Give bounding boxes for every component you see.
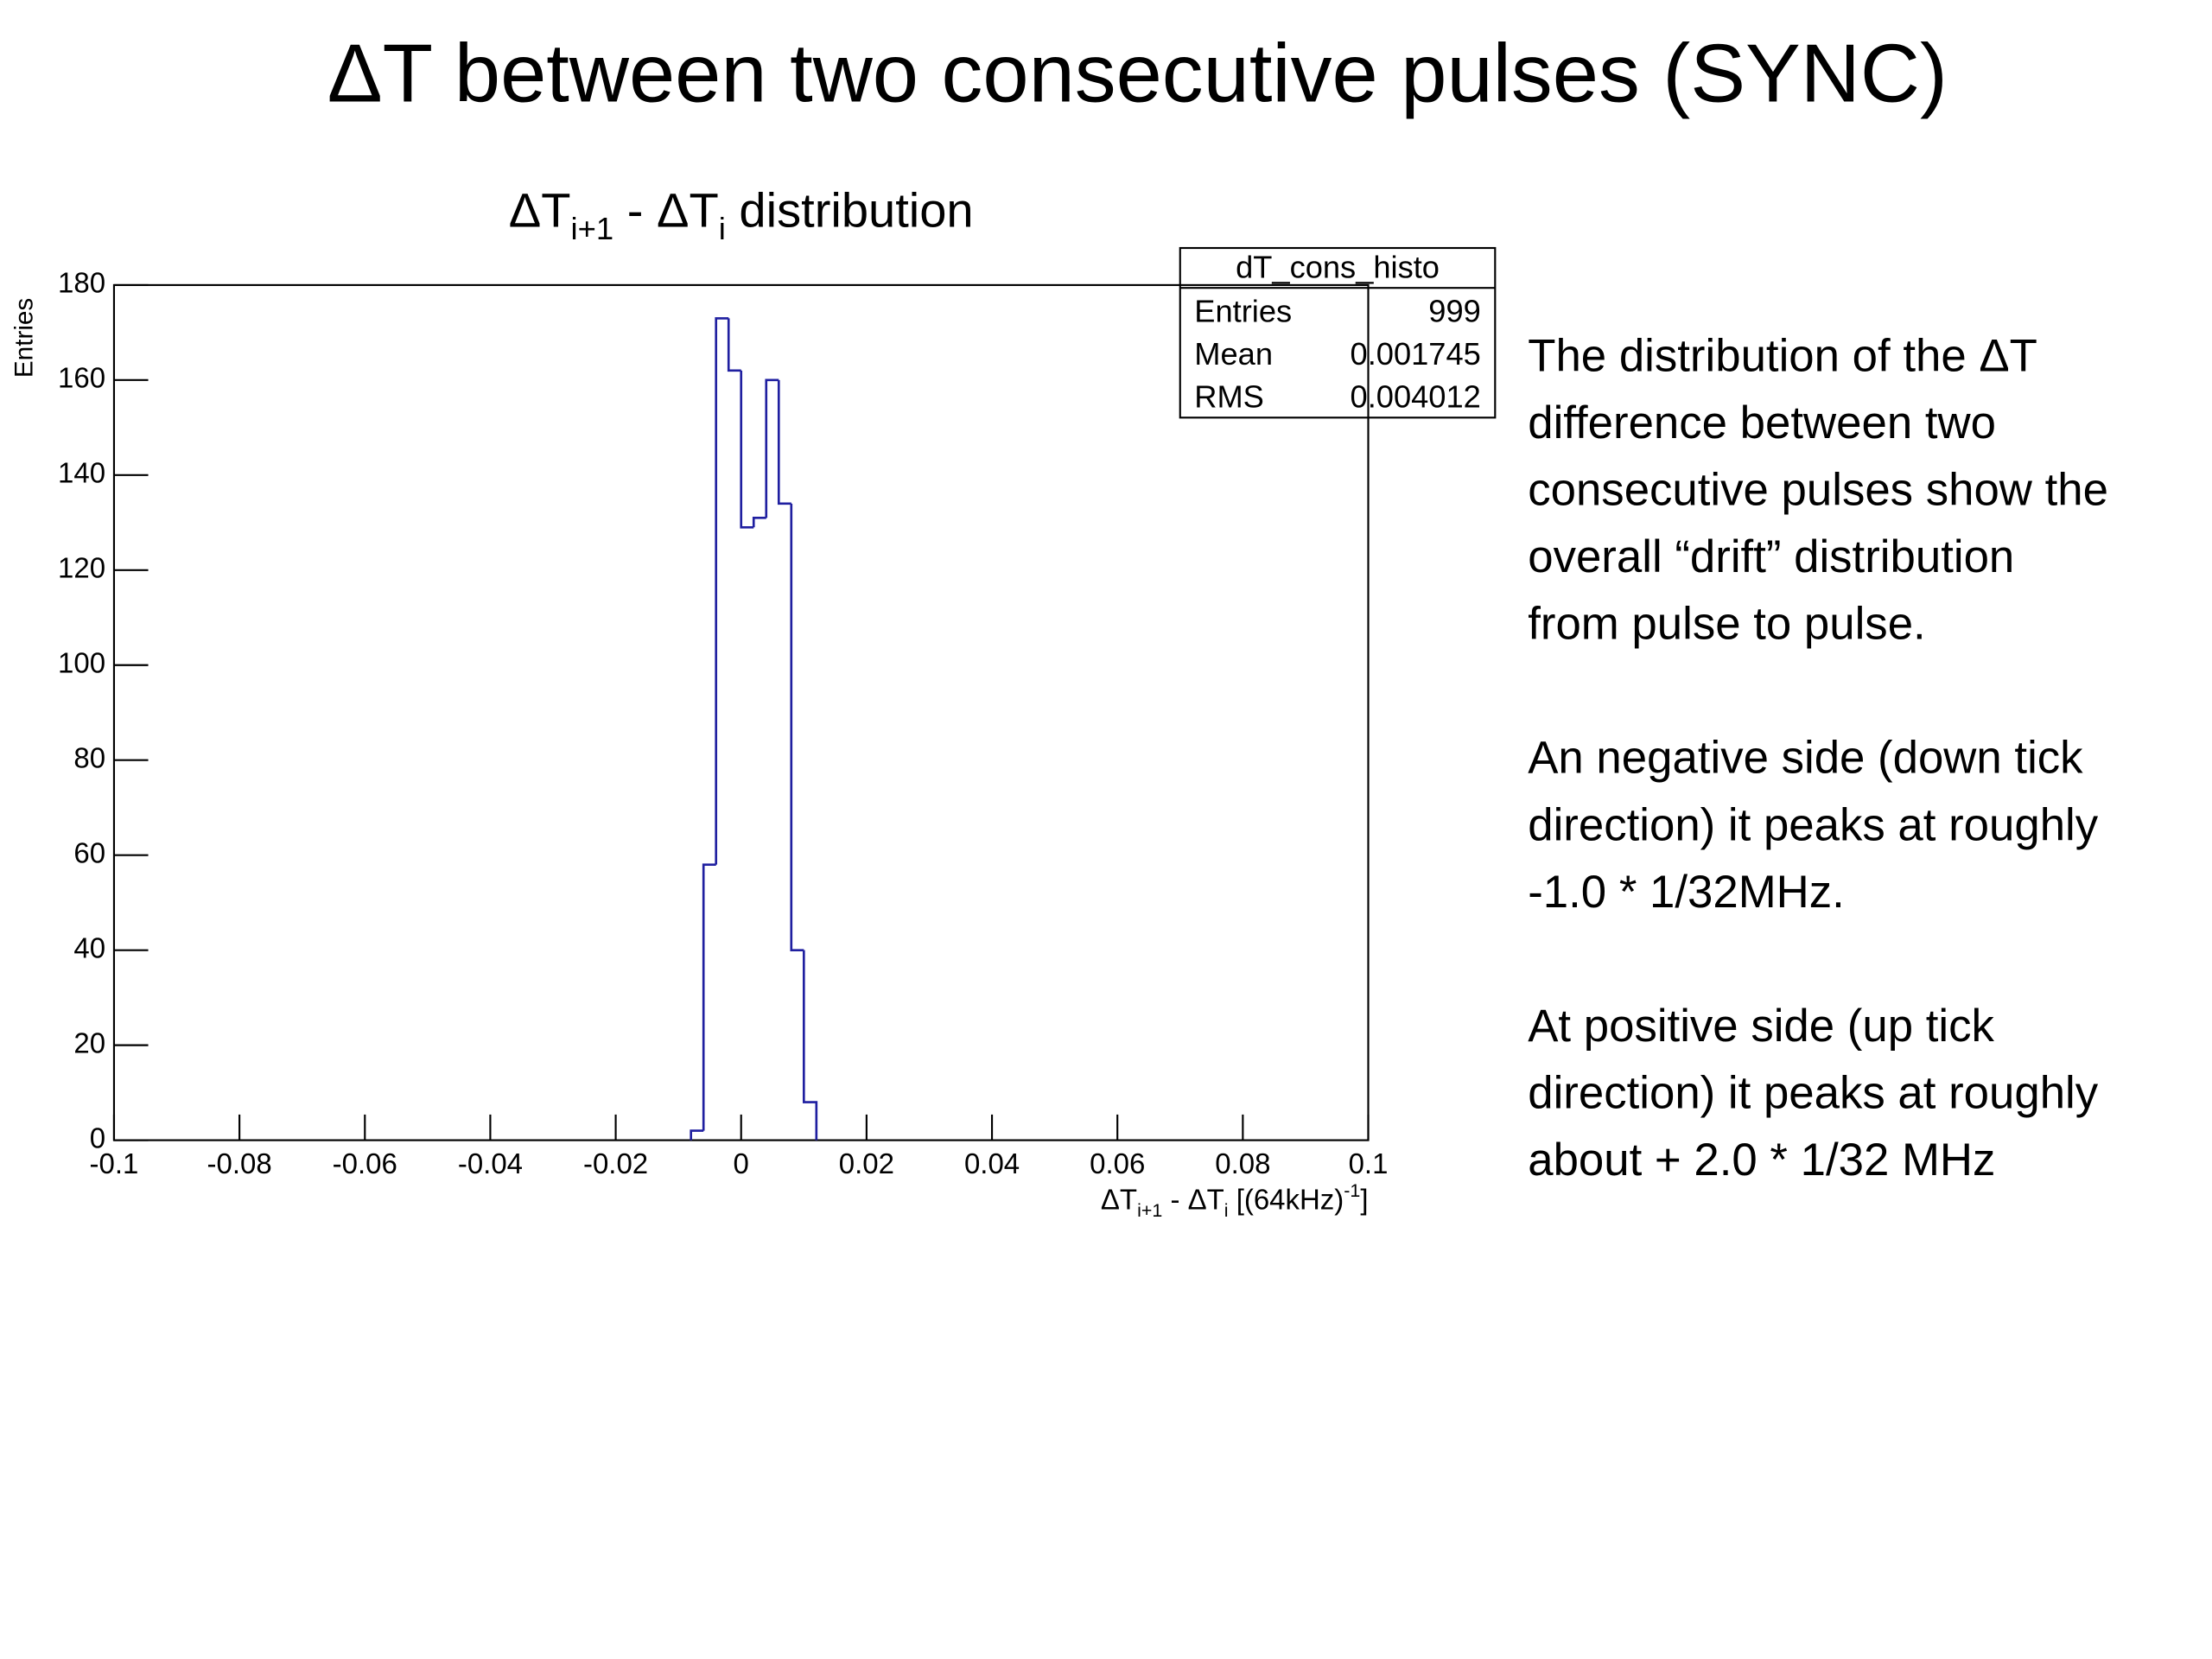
y-tick-label: 20 [73,1027,105,1058]
chart-title-part: distribution [726,182,974,237]
stats-value: 0.004012 [1351,378,1481,414]
chart-title-part: i [719,211,726,246]
stats-label: RMS [1194,378,1264,414]
histogram-bin [740,370,754,529]
histogram-bin [690,1129,704,1141]
chart-title-part: ΔT [509,182,571,237]
x-tick-label: 0 [734,1147,749,1179]
histogram-bin [790,503,804,951]
chart-title-part: - ΔT [613,182,719,237]
histogram-bin [727,318,741,372]
note-line: An negative side (down tick [1528,733,2083,784]
x-axis-label-part: ] [1360,1183,1368,1215]
histogram-bin [702,863,716,1131]
x-tick-label: -0.04 [458,1147,523,1179]
stats-value: 999 [1428,293,1481,328]
x-tick-label: -0.1 [90,1147,139,1179]
x-tick-label: 0.04 [964,1147,1020,1179]
note-line: direction) it peaks at roughly [1528,799,2099,850]
note-line: difference between two [1528,397,1996,448]
note-line: -1.0 * 1/32MHz. [1528,867,1845,918]
x-tick-label: 0.02 [839,1147,894,1179]
histogram-bin [715,317,729,865]
y-tick-label: 80 [73,741,105,773]
stats-box [1179,246,1497,419]
y-tick-label: 40 [73,931,105,963]
stats-label: Entries [1194,293,1292,328]
x-tick-label: 0.06 [1090,1147,1145,1179]
x-tick-label: 0.1 [1349,1147,1389,1179]
x-axis-label-part: [(64kHz) [1229,1183,1344,1215]
histogram-bin [777,379,791,505]
x-axis-label-part: ΔT [1101,1183,1137,1215]
x-tick-label: -0.06 [333,1147,397,1179]
slide-title: ΔT between two consecutive pulses (SYNC) [327,28,1948,120]
x-axis-label-part: - ΔT [1162,1183,1224,1215]
stats-label: Mean [1194,336,1273,372]
x-tick-label: 0.08 [1215,1147,1270,1179]
histogram-bin [765,378,779,518]
y-tick-label: 140 [58,457,105,489]
y-tick-label: 160 [58,362,105,394]
note-line: consecutive pulses show the [1528,465,2108,516]
stats-name: dT_cons_histo [1236,249,1440,284]
y-tick-label: 120 [58,552,105,584]
y-tick-label: 100 [58,646,105,678]
y-axis-label: Entries [10,298,39,378]
note-line: At positive side (up tick [1528,1001,1994,1052]
note-line: direction) it peaks at roughly [1528,1067,2099,1118]
histogram-bin [752,516,766,528]
y-tick-label: 0 [90,1122,105,1154]
x-axis-label: ΔTi+1 - ΔTi [(64kHz)-1] [1101,1180,1369,1221]
x-tick-label: -0.08 [207,1147,272,1179]
y-tick-label: 180 [58,267,105,299]
x-tick-label: -0.02 [583,1147,648,1179]
x-axis-label-part: i+1 [1137,1200,1162,1221]
note-line: The distribution of the ΔT [1528,331,2037,382]
chart-title: ΔTi+1 - ΔTi distribution [509,182,974,245]
x-axis-label-part: i [1224,1200,1229,1221]
note-line: from pulse to pulse. [1528,599,1925,650]
y-tick-label: 60 [73,836,105,868]
note-line: overall “drift” distribution [1528,531,2014,582]
note-line: about + 2.0 * 1/32 MHz [1528,1135,1995,1185]
chart-title-part: i+1 [571,211,614,246]
x-axis-label-part: -1 [1344,1180,1360,1201]
histogram-bin [802,950,818,1141]
stats-value: 0.001745 [1351,336,1481,372]
